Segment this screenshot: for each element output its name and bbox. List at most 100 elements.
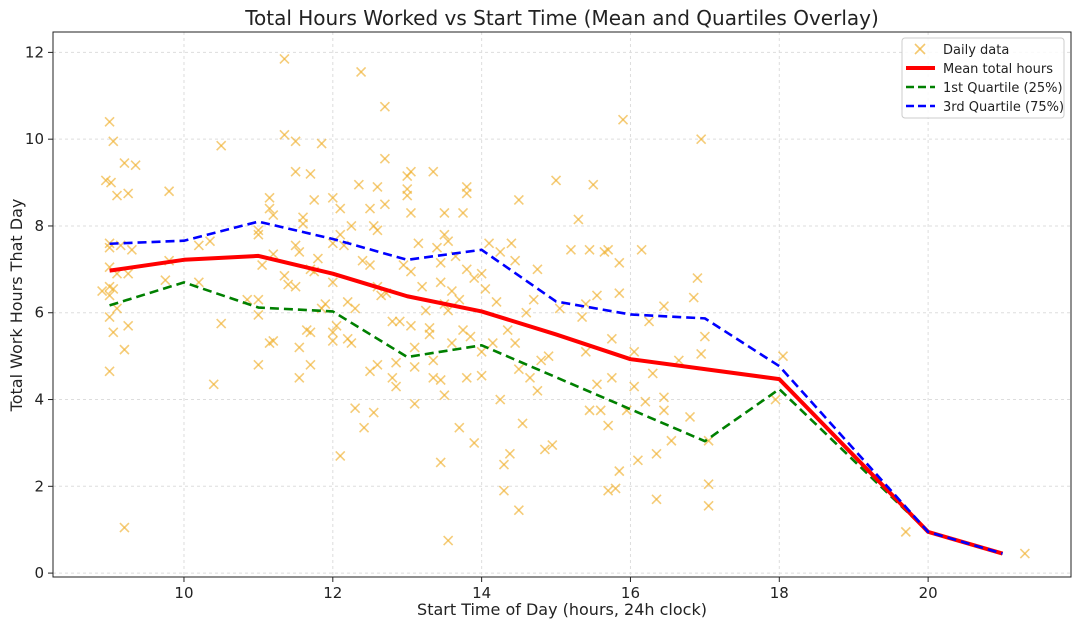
scatter-point-stroke xyxy=(405,166,417,177)
scatter-point-stroke xyxy=(439,229,450,240)
scatter-point-stroke xyxy=(104,366,115,377)
scatter-point xyxy=(376,290,387,301)
legend-label-daily: Daily data xyxy=(943,43,1009,58)
scatter-point-stroke xyxy=(379,101,390,112)
scatter-point xyxy=(457,207,469,219)
scatter-point-stroke xyxy=(368,407,379,418)
scatter-point-stroke xyxy=(439,390,450,401)
scatter-point-stroke xyxy=(603,485,614,496)
scatter-point-stroke xyxy=(770,394,781,405)
scatter-point xyxy=(294,342,305,353)
scatter-point xyxy=(405,320,417,331)
scatter-point xyxy=(603,244,614,255)
scatter-point-stroke xyxy=(253,359,264,370)
scatter-point xyxy=(335,229,346,240)
scatter-point xyxy=(629,346,640,357)
scatter-point xyxy=(640,396,651,407)
scatter-point xyxy=(193,240,204,251)
scatter-point-stroke xyxy=(476,268,487,279)
scatter-point-stroke xyxy=(614,257,625,268)
scatter-point-stroke xyxy=(513,364,524,375)
scatter-point-stroke xyxy=(629,346,640,357)
x-axis-label: Start Time of Day (hours, 24h clock) xyxy=(417,600,707,619)
scatter-point xyxy=(539,444,550,455)
scatter-point-stroke xyxy=(394,316,405,327)
scatter-point-stroke xyxy=(699,331,710,342)
scatter-point xyxy=(387,316,398,327)
scatter-point xyxy=(506,238,517,249)
scatter-point xyxy=(684,411,696,422)
scatter-point xyxy=(100,175,111,186)
scatter-point xyxy=(606,333,617,344)
scatter-point xyxy=(513,505,524,516)
scatter-point-stroke xyxy=(350,303,361,314)
scatter-point-stroke xyxy=(160,275,171,286)
scatter-point xyxy=(297,218,309,229)
scatter-point-stroke xyxy=(506,238,517,249)
scatter-point xyxy=(358,422,370,433)
scatter-point xyxy=(696,134,707,145)
scatter-point xyxy=(335,450,346,462)
scatter-point-stroke xyxy=(1019,548,1030,559)
scatter-point-stroke xyxy=(584,244,595,255)
scatter-point xyxy=(454,294,465,305)
scatter-point xyxy=(253,225,264,236)
scatter-point-stroke xyxy=(644,316,655,327)
scatter-point-stroke xyxy=(119,157,130,169)
scatter-point-stroke xyxy=(584,405,595,416)
scatter-point xyxy=(353,179,364,190)
scatter-point-stroke xyxy=(123,268,134,279)
scatter-point xyxy=(294,246,305,258)
q1-line xyxy=(109,281,1003,555)
scatter-point xyxy=(253,229,264,240)
scatter-point-stroke xyxy=(294,372,305,383)
scatter-point xyxy=(495,246,506,258)
legend-label-mean: Mean total hours xyxy=(943,62,1053,77)
scatter-point xyxy=(487,338,498,349)
scatter-point-stroke xyxy=(164,186,175,197)
scatter-point xyxy=(454,422,465,433)
scatter-point-stroke xyxy=(603,244,614,255)
scatter-point-stroke xyxy=(517,418,528,429)
scatter-point-stroke xyxy=(372,225,383,236)
scatter-point-stroke xyxy=(443,236,454,247)
scatter-point xyxy=(316,138,327,149)
x-tick-label: 10 xyxy=(174,584,193,602)
scatter-point-stroke xyxy=(104,116,115,127)
scatter-point xyxy=(253,309,264,320)
scatter-point xyxy=(327,327,338,338)
scatter-point xyxy=(502,325,513,336)
scatter-point-stroke xyxy=(294,246,305,258)
scatter-point xyxy=(327,192,338,203)
scatter-point xyxy=(364,203,376,214)
scatter-point xyxy=(290,166,301,177)
scatter-point xyxy=(368,407,379,418)
scatter-point-stroke xyxy=(547,440,558,451)
scatter-point xyxy=(1019,548,1030,559)
scatter-point xyxy=(420,305,431,316)
scatter-point-stroke xyxy=(651,494,662,505)
scatter-point-stroke xyxy=(264,203,275,214)
scatter-point-stroke xyxy=(629,381,640,392)
scatter-point xyxy=(346,338,357,349)
scatter-point-stroke xyxy=(591,379,603,390)
scatter-point-stroke xyxy=(335,203,346,214)
scatter-point-stroke xyxy=(595,405,606,416)
scatter-point-stroke xyxy=(104,281,115,292)
scatter-point xyxy=(484,238,495,249)
scatter-point-stroke xyxy=(636,244,647,255)
y-tick-label: 6 xyxy=(34,304,44,322)
scatter-point xyxy=(413,238,424,249)
scatter-point-stroke xyxy=(279,53,290,64)
scatter-point xyxy=(123,188,134,199)
scatter-point-stroke xyxy=(279,129,290,140)
scatter-point-stroke xyxy=(476,370,487,381)
scatter-point-stroke xyxy=(435,457,446,468)
scatter-point-stroke xyxy=(476,346,487,357)
scatter-point-stroke xyxy=(305,359,316,370)
scatter-point xyxy=(696,348,707,360)
scatter-point-stroke xyxy=(253,294,264,305)
scatter-point xyxy=(573,214,584,225)
scatter-point-stroke xyxy=(606,333,617,344)
scatter-point xyxy=(610,483,621,494)
